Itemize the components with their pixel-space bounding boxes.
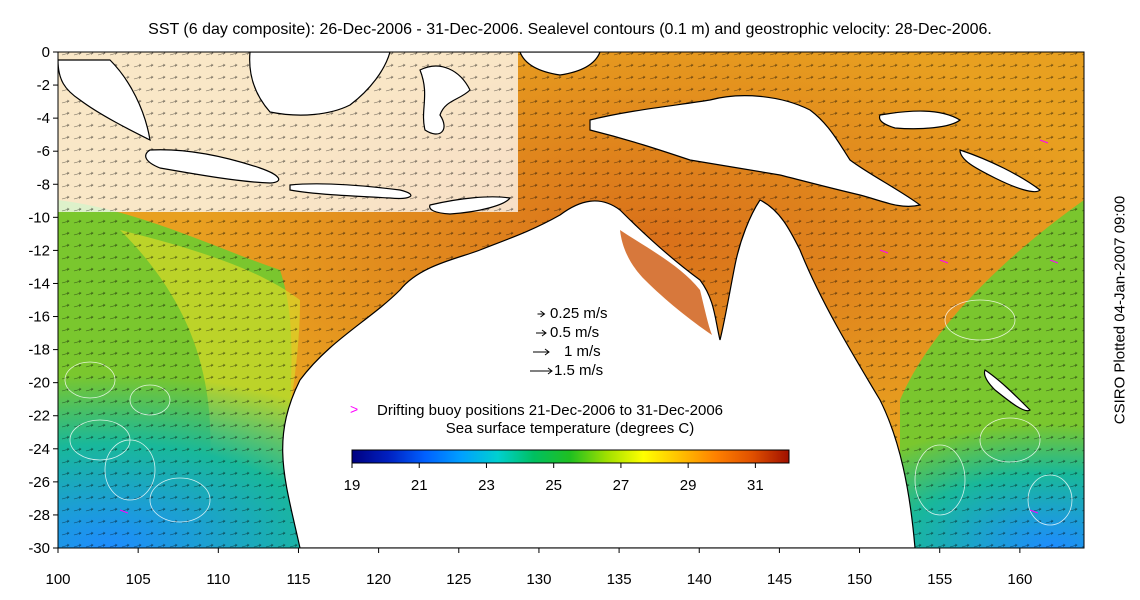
y-tick-label: -20 <box>28 375 50 392</box>
mindanao-landmass <box>519 52 601 76</box>
new-britain-landmass <box>878 110 962 130</box>
buoy-positions <box>119 139 1059 514</box>
new-caledonia-landmass <box>983 369 1031 412</box>
java-landmass <box>145 149 280 184</box>
sumatra-landmass <box>58 59 151 142</box>
map-title: SST (6 day composite): 26-Dec-2006 - 31-… <box>148 21 992 38</box>
y-tick-label: -26 <box>28 474 50 491</box>
solomon-islands <box>959 149 1041 193</box>
y-tick-label: -12 <box>28 242 50 259</box>
y-tick-label: -22 <box>28 408 50 425</box>
x-tick-label: 100 <box>45 571 70 588</box>
y-tick-label: -14 <box>28 275 50 292</box>
x-tick-label: 120 <box>366 571 391 588</box>
velocity-legend-arrow <box>536 329 547 337</box>
y-tick-label: -18 <box>28 342 50 359</box>
colorbar-ticks: 19 21 23 25 27 29 31 <box>344 463 764 494</box>
velocity-legend-label: 1.5 m/s <box>554 362 603 379</box>
x-tick-label: 105 <box>126 571 151 588</box>
x-tick-label: 115 <box>287 571 311 588</box>
y-tick-label: -10 <box>28 209 50 226</box>
plot-area <box>58 52 1084 548</box>
colorbar-tick-label: 19 <box>344 477 361 494</box>
velocity-legend-arrow <box>533 348 550 356</box>
x-tick-label: 155 <box>927 571 952 588</box>
y-tick-label: -2 <box>37 77 50 94</box>
buoy-legend: > Drifting buoy positions 21-Dec-2006 to… <box>350 401 723 419</box>
colorbar-tick-label: 27 <box>613 477 630 494</box>
y-tick-label: -28 <box>28 507 50 524</box>
x-tick-label: 140 <box>687 571 712 588</box>
velocity-legend-label: 0.5 m/s <box>550 324 599 341</box>
y-tick-label: -24 <box>28 441 50 458</box>
y-tick-label: 0 <box>42 44 50 61</box>
lesser-sunda-islands <box>289 183 412 200</box>
y-tick-label: -30 <box>28 540 50 557</box>
sealevel-contours <box>64 299 1073 526</box>
colorbar-title: Sea surface temperature (degrees C) <box>446 420 694 437</box>
colorbar-tick-label: 21 <box>411 477 428 494</box>
y-axis: 0 -2 -4 -6 -8 -10 -12 -14 -16 -18 -20 -22 -24 -26 -28 -… <box>28 44 58 557</box>
x-tick-label: 125 <box>446 571 471 588</box>
x-tick-label: 150 <box>847 571 872 588</box>
colorbar-bar <box>351 449 790 464</box>
x-tick-label: 135 <box>607 571 632 588</box>
gulf-of-carpentaria <box>620 230 712 335</box>
colorbar: Sea surface temperature (degrees C) 19 21… <box>344 420 790 494</box>
y-tick-label: -6 <box>37 143 50 160</box>
y-tick-label: -8 <box>37 176 50 193</box>
y-tick-label: -4 <box>37 110 50 127</box>
borneo-landmass <box>249 52 391 116</box>
velocity-legend-label: 1 m/s <box>564 343 601 360</box>
velocity-legend-arrow <box>537 310 546 318</box>
sulawesi-landmass <box>419 65 471 135</box>
velocity-legend-arrow <box>530 367 553 375</box>
x-axis: 100 105 110 115 120 125 130 135 140 145 150 155 160 <box>45 548 1032 588</box>
colorbar-tick-label: 29 <box>680 477 697 494</box>
buoy-legend-label: Drifting buoy positions 21-Dec-2006 to 3… <box>377 402 723 419</box>
x-tick-label: 145 <box>767 571 792 588</box>
colorbar-tick-label: 23 <box>478 477 495 494</box>
x-tick-label: 130 <box>526 571 551 588</box>
colorbar-tick-label: 25 <box>545 477 562 494</box>
buoy-legend-symbol: > <box>350 401 358 417</box>
x-tick-label: 110 <box>206 571 230 588</box>
y-tick-label: -16 <box>28 309 50 326</box>
velocity-legend-label: 0.25 m/s <box>550 305 608 322</box>
new-guinea-landmass <box>589 95 922 207</box>
timor-landmass <box>429 196 512 215</box>
velocity-legend: 0.25 m/s 0.5 m/s 1 m/s 1.5 m/s <box>530 305 608 379</box>
colorbar-tick-label: 31 <box>747 477 764 494</box>
x-tick-label: 160 <box>1007 571 1032 588</box>
plot-frame <box>57 51 1085 549</box>
